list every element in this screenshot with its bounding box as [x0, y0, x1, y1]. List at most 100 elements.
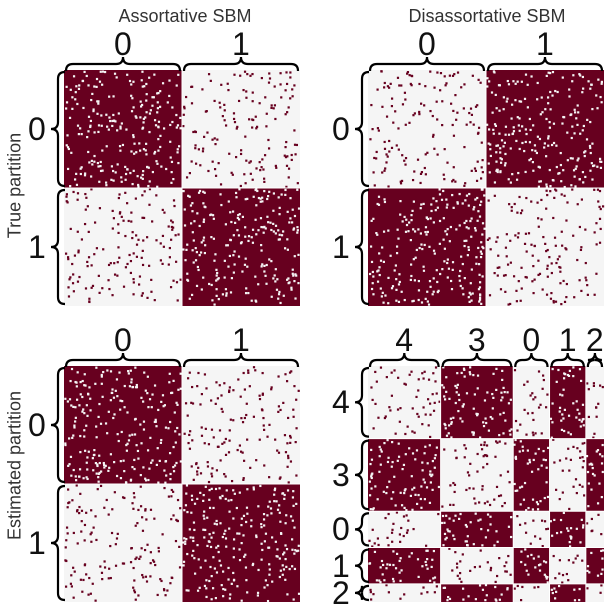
sparse-edge [509, 302, 512, 306]
missing-edge [555, 380, 558, 383]
missing-edge [378, 455, 381, 458]
missing-edge [244, 566, 248, 569]
sparse-edge [532, 265, 535, 268]
missing-edge [122, 459, 125, 462]
sparse-edge [392, 121, 395, 124]
missing-edge [169, 478, 172, 481]
missing-edge [131, 182, 134, 186]
missing-edge [82, 408, 85, 411]
sparse-edge [188, 433, 191, 437]
sparse-edge [541, 288, 544, 291]
sparse-edge [496, 274, 499, 277]
missing-edge [538, 569, 542, 572]
missing-edge [557, 584, 561, 588]
missing-edge [91, 92, 94, 96]
sparse-edge [561, 491, 564, 494]
missing-edge [238, 213, 241, 216]
sparse-edge [518, 523, 522, 526]
missing-edge [154, 418, 157, 421]
missing-edge [518, 450, 521, 453]
missing-edge [141, 70, 144, 73]
missing-edge [489, 154, 492, 158]
missing-edge [231, 210, 235, 213]
missing-edge [126, 411, 129, 414]
missing-edge [195, 251, 199, 254]
missing-edge [285, 565, 288, 568]
missing-edge [220, 584, 223, 587]
missing-edge [265, 263, 268, 267]
missing-edge [417, 228, 420, 231]
missing-edge [70, 404, 73, 407]
sparse-edge [246, 73, 249, 76]
sparse-edge [524, 232, 528, 235]
missing-edge [65, 85, 68, 88]
missing-edge [546, 495, 550, 499]
sparse-edge [498, 266, 501, 269]
missing-edge [237, 234, 241, 237]
missing-edge [458, 398, 461, 402]
sparse-edge [132, 507, 135, 510]
sparse-edge [78, 505, 81, 509]
sparse-edge [210, 475, 214, 478]
sparse-edge [407, 519, 410, 522]
missing-edge [391, 577, 395, 581]
sparse-edge [385, 584, 388, 587]
sparse-edge [546, 393, 549, 396]
missing-edge [517, 124, 520, 127]
sparse-edge [283, 434, 287, 437]
sparse-edge [408, 373, 411, 376]
missing-edge [270, 228, 273, 232]
sparse-edge [404, 383, 407, 386]
missing-edge [169, 140, 172, 143]
sparse-edge [524, 275, 527, 279]
missing-edge [170, 171, 173, 174]
sparse-edge [289, 441, 292, 444]
sparse-edge [228, 386, 231, 389]
missing-edge [117, 112, 120, 115]
missing-edge [528, 141, 532, 144]
missing-edge [93, 131, 96, 134]
sparse-edge [390, 394, 394, 397]
missing-edge [153, 384, 157, 387]
sparse-edge [68, 278, 71, 281]
missing-edge [235, 196, 238, 199]
sparse-edge [118, 193, 121, 196]
sparse-edge [370, 598, 373, 601]
missing-edge [458, 224, 461, 227]
missing-edge [487, 429, 491, 432]
sparse-edge [131, 236, 134, 240]
missing-edge [74, 416, 77, 419]
missing-edge [266, 197, 269, 201]
missing-edge [549, 108, 552, 111]
sparse-edge [435, 585, 438, 588]
sparse-edge [116, 261, 119, 264]
missing-edge [200, 241, 203, 244]
sparse-edge [148, 188, 152, 191]
missing-edge [429, 470, 432, 473]
missing-edge [512, 126, 515, 129]
missing-edge [545, 466, 548, 469]
missing-edge [486, 85, 489, 88]
sparse-edge [499, 494, 503, 497]
missing-edge [421, 565, 424, 568]
missing-edge [81, 395, 84, 399]
sparse-edge [576, 203, 579, 206]
sparse-edge [432, 372, 435, 375]
sparse-edge [552, 301, 555, 304]
missing-edge [296, 188, 299, 191]
sparse-edge [395, 144, 398, 147]
sparse-edge [295, 398, 298, 401]
left-brace [50, 366, 66, 484]
sparse-edge [435, 100, 438, 103]
sparse-edge [593, 231, 596, 234]
sparse-edge [109, 544, 112, 548]
missing-edge [116, 395, 119, 398]
sparse-edge [201, 88, 204, 91]
sparse-edge [397, 148, 400, 151]
missing-edge [481, 233, 484, 236]
missing-edge [224, 537, 228, 540]
sparse-edge [525, 250, 528, 253]
sparse-edge [480, 448, 484, 451]
missing-edge [284, 188, 287, 192]
sparse-edge [387, 512, 390, 516]
